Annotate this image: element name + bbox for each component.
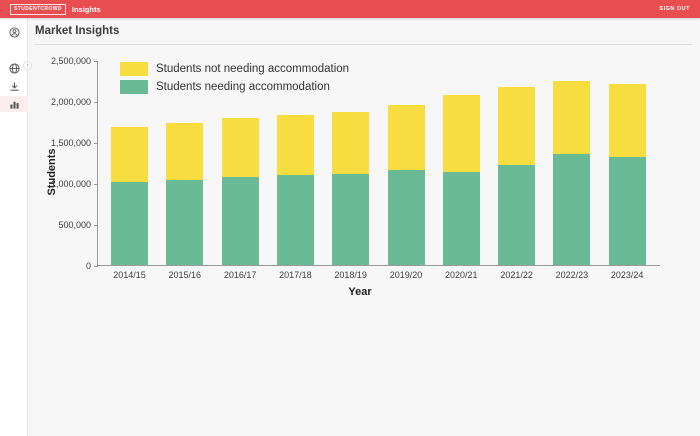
y-tick-mark (94, 142, 98, 144)
sidebar-item-market-insights[interactable] (0, 96, 28, 112)
y-tick-mark (94, 60, 98, 62)
x-tick-label: 2021/22 (500, 270, 533, 280)
x-tick-label: 2023/24 (610, 270, 644, 280)
x-tick-label: 2020/21 (445, 270, 478, 280)
bar-segment (166, 180, 204, 265)
bar-segment (442, 95, 480, 172)
divider (35, 44, 692, 45)
y-tick-mark (94, 183, 98, 185)
bar-segment (166, 123, 204, 180)
sidebar: › (0, 18, 32, 436)
bar-segment (387, 170, 425, 265)
studentcrowd-logo[interactable]: STUDENTCROWD (10, 3, 66, 15)
bar-chart-icon (9, 99, 20, 110)
user-icon (8, 26, 20, 38)
x-tick-label: 2019/20 (389, 270, 423, 280)
x-axis-title: Year (348, 286, 372, 298)
plot-area: 0 500,000 1,000,000 1,500,000 2,000,000 2,500… (51, 56, 660, 280)
app-header: STUDENTCROWD Insights SIGN OUT (0, 0, 700, 18)
y-tick-mark (94, 265, 98, 267)
x-tick-label: 2018/19 (334, 270, 367, 280)
legend-label: Students not needing accommodation (156, 63, 350, 75)
logo-text: STUDENTCROWD (14, 5, 62, 12)
y-tick-label: 1,000,000 (50, 179, 91, 189)
chart-legend: Students not needing accommodation Stude… (120, 60, 349, 96)
x-tick-label: 2022/23 (555, 270, 589, 280)
bar-segment (608, 84, 646, 157)
app-title: Insights (71, 4, 101, 14)
y-tick-mark (94, 101, 98, 103)
y-tick-label: 500,000 (58, 220, 91, 230)
bar-segment (442, 172, 480, 265)
bar-segment (498, 165, 536, 265)
bar-segment (111, 127, 148, 182)
bar-segment (387, 105, 425, 170)
x-tick-label: 2014/15 (113, 270, 146, 280)
bar-segment (608, 157, 646, 265)
bar-segment (276, 175, 314, 265)
bar-segment (221, 118, 259, 177)
bar-segment (553, 154, 591, 265)
y-tick-mark (94, 224, 98, 226)
y-tick-label: 2,500,000 (50, 56, 91, 66)
sidebar-item-globe[interactable] (0, 60, 28, 76)
legend-swatch-yellow (120, 62, 148, 76)
bar-segment (498, 87, 536, 165)
page-title: Market Insights (35, 25, 120, 37)
sidebar-item-download[interactable] (0, 78, 28, 94)
sign-out-button[interactable]: SIGN OUT (659, 6, 690, 12)
y-tick-label: 0 (85, 261, 91, 271)
x-tick-label: 2016/17 (223, 270, 257, 280)
globe-icon (8, 62, 20, 74)
x-tick-label: 2017/18 (279, 270, 312, 280)
sidebar-expand-toggle[interactable]: › (23, 61, 32, 70)
bar-segment (221, 177, 259, 265)
bar-segment (111, 182, 148, 265)
legend-item-needing[interactable]: Students needing accommodation (120, 78, 349, 96)
y-tick-label: 1,500,000 (50, 138, 91, 148)
legend-label: Students needing accommodation (156, 81, 330, 93)
sidebar-item-account[interactable] (0, 24, 28, 40)
x-tick-label: 2015/16 (168, 270, 202, 280)
bar-segment (332, 174, 370, 265)
legend-item-not-needing[interactable]: Students not needing accommodation (120, 60, 349, 78)
legend-swatch-green (120, 80, 148, 94)
bar-segment (553, 81, 591, 154)
bar-segment (276, 115, 314, 175)
download-icon (9, 81, 20, 92)
y-tick-label: 2,000,000 (50, 97, 91, 107)
bar-segment (332, 112, 370, 174)
